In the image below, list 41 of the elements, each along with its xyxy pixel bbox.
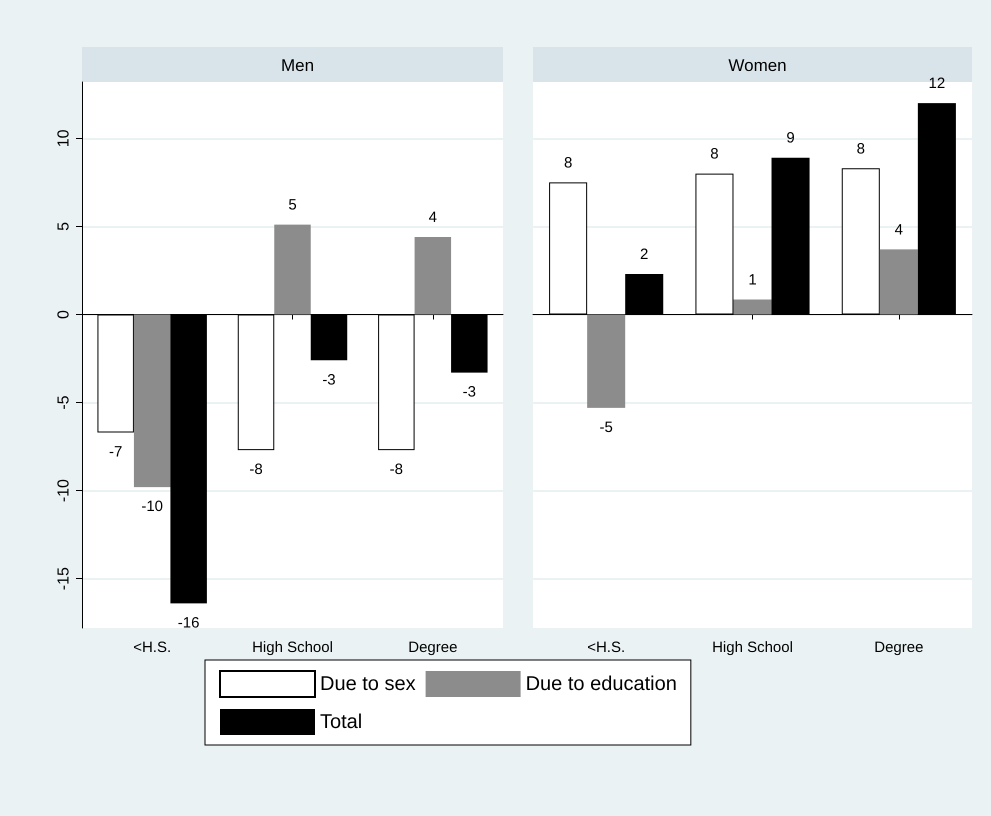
data-label: 4	[894, 221, 904, 238]
y-tick-label: -15	[56, 567, 72, 590]
y-tick-label: 0	[56, 310, 72, 319]
legend-label: Due to sex	[320, 673, 416, 695]
x-tick-label: Degree	[874, 639, 924, 656]
bar	[587, 314, 626, 408]
y-tick-label: 10	[56, 129, 72, 148]
x-tick-label: High School	[252, 639, 333, 656]
y-tick-label: -5	[56, 395, 72, 410]
data-label: 8	[564, 154, 572, 172]
y-tick-label: -10	[56, 478, 72, 502]
data-label: -5	[599, 418, 613, 436]
data-label: -8	[249, 461, 263, 478]
data-label: 2	[640, 246, 648, 263]
bar	[733, 300, 772, 314]
data-label: -3	[322, 371, 336, 388]
bar	[134, 314, 170, 488]
data-label: -16	[178, 614, 200, 632]
bar	[414, 236, 452, 314]
y-tick-label: 5	[56, 222, 72, 231]
data-label: 12	[928, 75, 946, 92]
data-label: 1	[748, 272, 757, 289]
legend-label: Total	[320, 711, 362, 733]
data-label: -3	[462, 384, 476, 401]
x-tick-label: Degree	[408, 639, 458, 656]
data-label: 8	[710, 146, 719, 163]
bar	[880, 249, 918, 314]
x-tick-label: <H.S.	[587, 639, 626, 656]
chart-title: Women	[728, 56, 787, 75]
data-label: -10	[141, 498, 164, 516]
data-label: 4	[428, 208, 438, 226]
x-tick-label: <H.S.	[133, 639, 172, 656]
legend-label: Due to education	[526, 673, 677, 695]
x-tick-label: High School	[712, 639, 793, 656]
data-label: 5	[288, 196, 297, 214]
data-label: -7	[109, 443, 122, 460]
data-label: 9	[786, 130, 795, 147]
data-label: 8	[856, 140, 865, 158]
bar	[274, 224, 311, 314]
chart-title: Men	[280, 56, 314, 75]
data-label: -8	[390, 461, 404, 478]
